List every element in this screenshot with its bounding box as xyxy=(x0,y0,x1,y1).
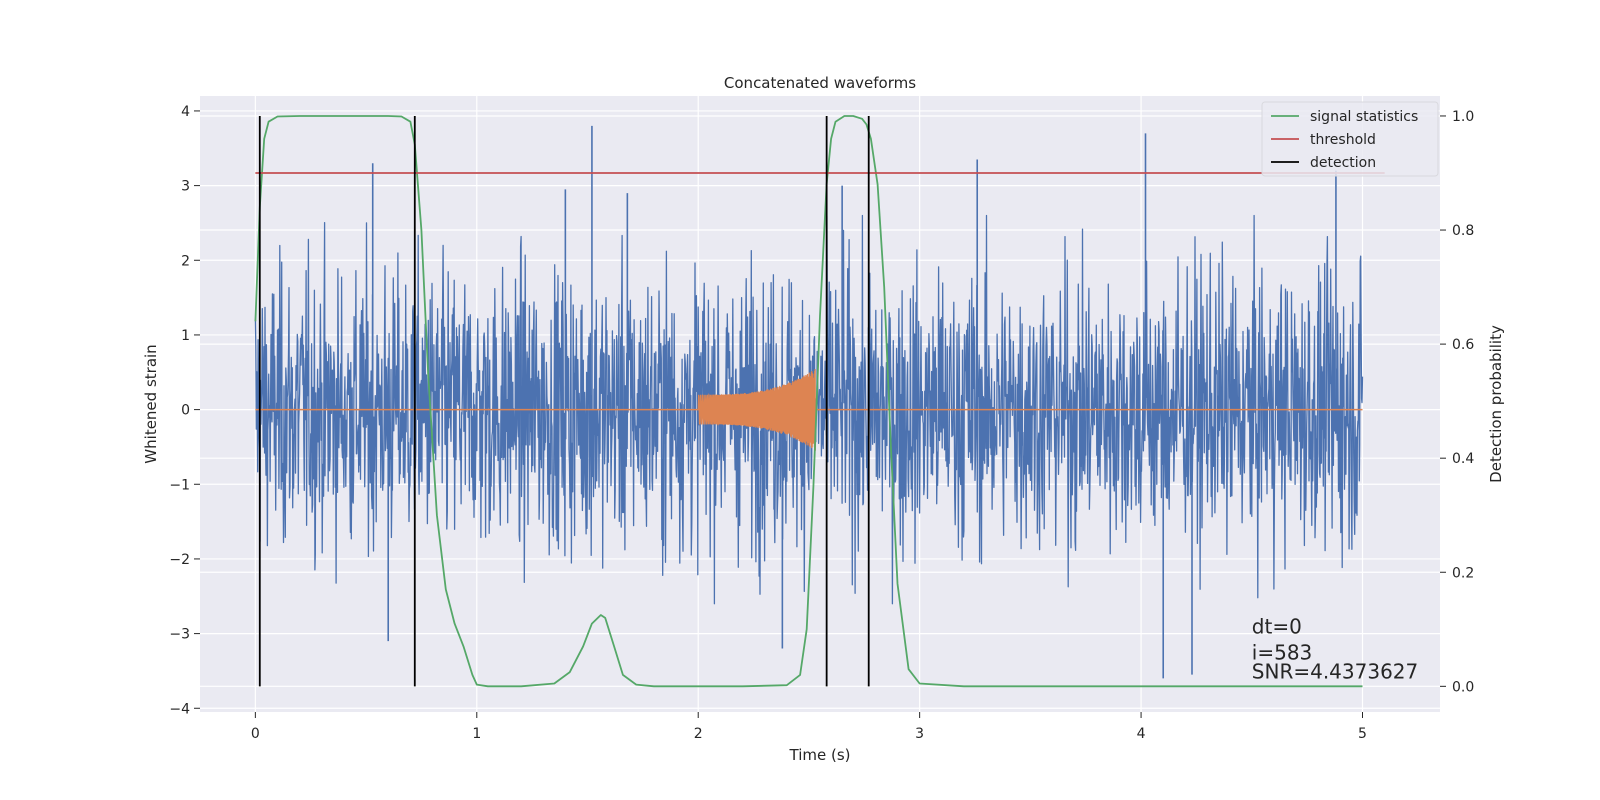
axis-ticks: 0 1 2 3 4 5 −4 −3 −2 −1 0 1 2 3 4 0.0 0.2 0.4 0.6 0.8 1.0 xyxy=(169,104,1474,742)
x-axis-label: Time (s) xyxy=(789,746,851,764)
y-tick-label: 2 xyxy=(181,253,190,269)
y-axis-label: Whitened strain xyxy=(142,344,160,463)
y-tick-label: −2 xyxy=(169,552,190,568)
y-tick-label: −4 xyxy=(169,701,190,717)
y2-tick-label: 0.4 xyxy=(1452,451,1474,467)
annotation-text: SNR=4.4373627 xyxy=(1252,659,1418,683)
template-chirp xyxy=(697,368,817,451)
legend-label-threshold: threshold xyxy=(1310,132,1376,148)
y-tick-label: −3 xyxy=(169,627,190,643)
annotation-text: i=583 xyxy=(1252,641,1313,665)
x-tick-label: 1 xyxy=(472,726,481,742)
y-tick-label: −1 xyxy=(169,477,190,493)
strain-series xyxy=(254,125,1364,679)
x-tick-label: 4 xyxy=(1137,726,1146,742)
y2-tick-label: 0.8 xyxy=(1452,223,1474,239)
strain-line xyxy=(254,214,1364,605)
signal-statistics-layer xyxy=(254,115,1385,688)
x-tick-label: 3 xyxy=(915,726,924,742)
y2-tick-label: 1.0 xyxy=(1452,109,1474,125)
legend-label-detection: detection xyxy=(1310,155,1376,171)
legend: signal statistics threshold detection xyxy=(1261,101,1439,177)
y-tick-label: 1 xyxy=(181,328,190,344)
x-tick-label: 0 xyxy=(251,726,260,742)
y2-tick-label: 0.2 xyxy=(1452,565,1474,581)
y-tick-label: 3 xyxy=(181,179,190,195)
legend-box xyxy=(1261,101,1439,177)
x-tick-label: 5 xyxy=(1358,726,1367,742)
y2-tick-label: 0.6 xyxy=(1452,337,1474,353)
y2-tick-label: 0.0 xyxy=(1452,679,1474,695)
template-series xyxy=(255,368,1363,451)
y2-axis-label: Detection probability xyxy=(1487,325,1505,483)
y-tick-label: 4 xyxy=(181,104,190,120)
legend-label-signal-statistics: signal statistics xyxy=(1310,109,1418,125)
chart-title: Concatenated waveforms xyxy=(724,74,916,92)
signal-statistics-line xyxy=(254,115,1363,688)
y-tick-label: 0 xyxy=(181,403,190,419)
annotation-text: dt=0 xyxy=(1252,615,1302,639)
x-tick-label: 2 xyxy=(694,726,703,742)
